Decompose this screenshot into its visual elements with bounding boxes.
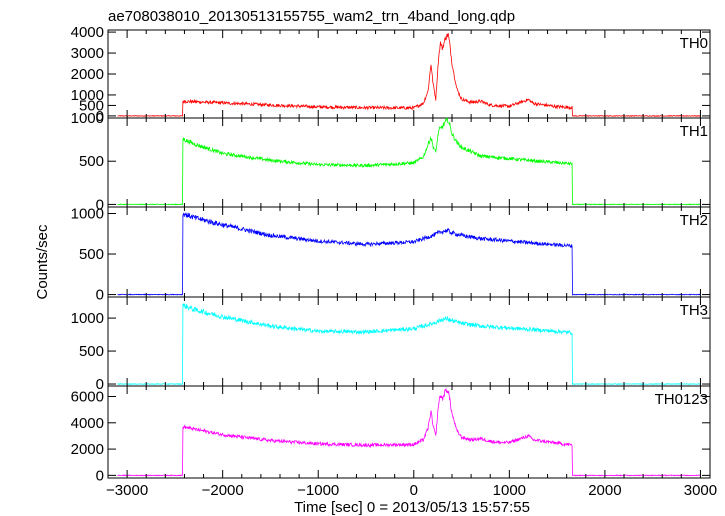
panel-th2: 0 500 1000 TH2 <box>71 205 711 304</box>
series-line-th0 <box>117 33 701 117</box>
y-tick-label: 6000 <box>71 389 104 406</box>
y-tick-label: 0 <box>96 467 104 484</box>
y-tick-label: 4000 <box>71 24 104 41</box>
y-tick-label: 1000 <box>71 87 104 104</box>
x-tick-label: −1000 <box>297 482 339 499</box>
y-tick-label: 500 <box>79 153 104 170</box>
x-tick-label: 1000 <box>493 482 526 499</box>
panel-frame <box>107 296 711 387</box>
panel-label-th0123: TH0123 <box>655 391 708 408</box>
x-axis-label: Time [sec] 0 = 2013/05/13 15:57:55 <box>294 499 530 516</box>
y-tick-label: 2000 <box>71 66 104 83</box>
series-line-th3 <box>117 303 701 386</box>
x-tick-label: −3000 <box>106 482 148 499</box>
y-tick-label: 1000 <box>71 205 104 222</box>
panel-frame <box>107 29 711 119</box>
y-tick-label: 3000 <box>71 45 104 62</box>
x-tick-label: 3000 <box>684 482 717 499</box>
y-tick-label: 0 <box>96 196 104 213</box>
chart-panels: 05001000200030004000TH005001000TH1050010… <box>71 24 718 499</box>
panel-label-th3: TH3 <box>680 302 708 319</box>
series-line-th0123 <box>117 387 701 477</box>
panel-th3: 0 500 1000 TH3 <box>71 296 711 393</box>
series-line-th2 <box>117 212 701 296</box>
y-tick-label: 4000 <box>71 415 104 432</box>
x-tick-label: −2000 <box>202 482 244 499</box>
panel-th1: 0 500 1000 TH1 <box>71 110 711 213</box>
x-tick-label: 0 <box>410 482 418 499</box>
chart-title: ae708038010_20130513155755_wam2_trn_4ban… <box>108 8 515 25</box>
y-tick-label: 500 <box>79 97 104 114</box>
panel-frame <box>107 206 711 298</box>
y-tick-label: 1000 <box>71 310 104 327</box>
y-axis-label: Counts/sec <box>34 224 51 300</box>
y-tick-label: 500 <box>79 246 104 263</box>
series-line-th1 <box>117 116 701 206</box>
panel-label-th0: TH0 <box>680 35 708 52</box>
panel-label-th2: TH2 <box>680 212 708 229</box>
y-tick-label: 500 <box>79 343 104 360</box>
panel-label-th1: TH1 <box>680 123 708 140</box>
y-tick-label: 0 <box>96 287 104 304</box>
panel-th0123: 0 2000 4000 6000 TH0123 <box>71 385 711 484</box>
panel-frame <box>107 385 711 479</box>
y-tick-label: 0 <box>96 108 104 125</box>
y-tick-label: 2000 <box>71 441 104 458</box>
x-tick-label: 2000 <box>588 482 621 499</box>
y-tick-label: 0 <box>96 376 104 393</box>
y-tick-label: 1000 <box>71 110 104 127</box>
